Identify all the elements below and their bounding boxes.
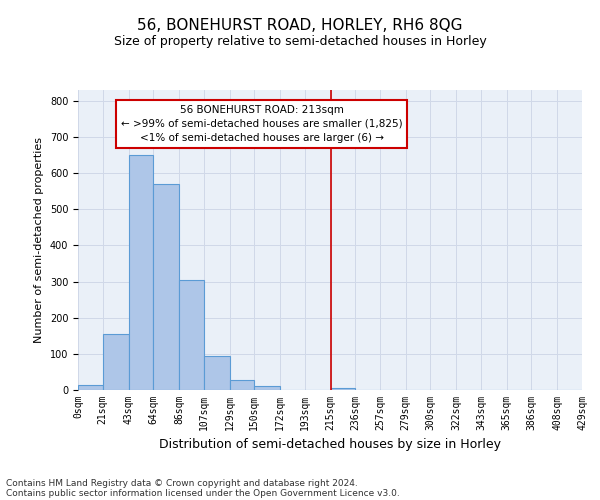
Text: 56 BONEHURST ROAD: 213sqm
← >99% of semi-detached houses are smaller (1,825)
<1%: 56 BONEHURST ROAD: 213sqm ← >99% of semi… <box>121 105 403 143</box>
Bar <box>179 280 204 390</box>
Text: Contains HM Land Registry data © Crown copyright and database right 2024.: Contains HM Land Registry data © Crown c… <box>6 478 358 488</box>
Text: Contains public sector information licensed under the Open Government Licence v3: Contains public sector information licen… <box>6 488 400 498</box>
Bar <box>78 386 103 390</box>
Bar <box>204 356 230 390</box>
Bar <box>128 155 153 390</box>
Bar <box>103 334 128 390</box>
Bar <box>153 184 179 390</box>
Text: 56, BONEHURST ROAD, HORLEY, RH6 8QG: 56, BONEHURST ROAD, HORLEY, RH6 8QG <box>137 18 463 32</box>
Y-axis label: Number of semi-detached properties: Number of semi-detached properties <box>34 137 44 343</box>
Bar <box>331 388 355 390</box>
X-axis label: Distribution of semi-detached houses by size in Horley: Distribution of semi-detached houses by … <box>159 438 501 452</box>
Bar <box>254 386 280 390</box>
Bar <box>230 380 254 390</box>
Text: Size of property relative to semi-detached houses in Horley: Size of property relative to semi-detach… <box>113 35 487 48</box>
